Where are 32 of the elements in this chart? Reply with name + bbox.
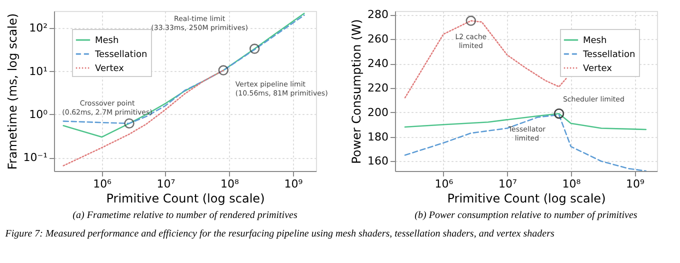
x-axis-title: Primitive Count (log scale) [106, 192, 265, 206]
x-tick-label: 10⁹ [626, 178, 644, 190]
x-tick-label: 10⁶ [93, 178, 112, 190]
y-tick-label: 180 [368, 130, 388, 144]
y-axis-title: Power Consumption (W) [350, 19, 364, 164]
y-tick-label: 160 [368, 154, 388, 168]
x-tick-label: 10⁸ [562, 178, 582, 190]
y-tick-label: 10² [29, 22, 48, 35]
legend-label: Vertex [583, 64, 613, 74]
y-tick-label: 200 [368, 106, 388, 119]
y-tick-label: 10¹ [29, 64, 48, 78]
x-axis-title: Primitive Count (log scale) [447, 192, 606, 206]
y-tick-label: 260 [368, 32, 388, 46]
y-tick-label: 10⁰ [29, 108, 48, 121]
legend-label: Tessellation [94, 50, 148, 60]
x-tick-label: 10⁷ [498, 178, 517, 190]
text: (b) Power consumption relative to number of primitives [414, 210, 638, 221]
y-tick-label: 220 [368, 81, 388, 94]
x-tick-label: 10⁶ [434, 178, 454, 190]
legend-label: Mesh [583, 36, 607, 46]
y-tick-label: 280 [368, 8, 388, 22]
x-tick-label: 10⁹ [284, 178, 303, 190]
legend-label: Tessellation [582, 50, 636, 60]
y-tick-label: 10⁻¹ [23, 151, 48, 164]
x-tick-label: 10⁷ [156, 178, 176, 190]
y-axis-title: Frametime (ms, log scale) [5, 13, 20, 170]
legend-label: Vertex [95, 64, 125, 74]
y-tick-label: 240 [368, 57, 388, 70]
caption: Figure 7: Measured performance and efficiency for the resurfacing pipeline using mesh shaders, tessellation shaders, and vertex shaders [4, 228, 554, 240]
text: (a) Frametime relative to number of rendered primitives [72, 210, 298, 221]
x-tick-label: 10⁸ [220, 178, 240, 190]
legend-label: Mesh [95, 36, 119, 46]
